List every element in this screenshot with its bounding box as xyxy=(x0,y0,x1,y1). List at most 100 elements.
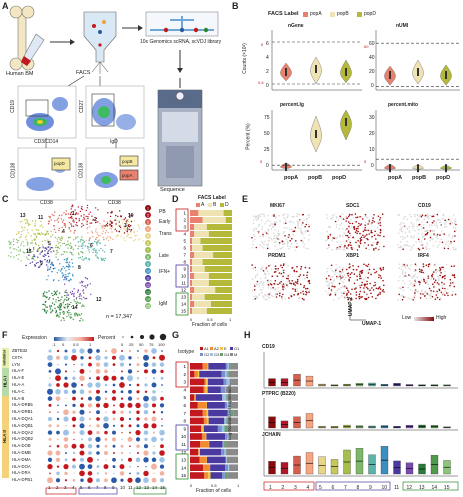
e-cell xyxy=(272,225,274,228)
umap-cell xyxy=(48,290,50,292)
e-cell xyxy=(444,223,446,226)
e-cell xyxy=(413,275,416,277)
e-cell xyxy=(402,289,405,292)
d-row-label: 10 xyxy=(181,274,187,279)
f-pct-tick-0: 0 xyxy=(121,342,124,347)
umap-cell xyxy=(109,224,111,226)
umap-cell xyxy=(65,289,67,292)
e-cell xyxy=(444,219,446,222)
gate-popb: popB xyxy=(122,159,133,164)
e-cell xyxy=(417,228,420,231)
umap-cell xyxy=(83,241,86,243)
umap-cell xyxy=(60,254,63,256)
f-dot xyxy=(47,463,53,470)
e-cell xyxy=(370,231,372,234)
e-cell xyxy=(282,214,284,216)
g-bar-segment xyxy=(225,433,228,440)
e-cell xyxy=(447,218,450,221)
e-cell xyxy=(253,235,256,238)
umap-cell xyxy=(65,261,67,264)
e-cell xyxy=(335,226,338,228)
e-cell xyxy=(352,265,354,267)
umap-cell xyxy=(54,220,56,222)
e-cell xyxy=(252,240,254,243)
umap-cell xyxy=(30,235,32,237)
umap-cell xyxy=(58,236,60,239)
f-group-inhibitor-bar xyxy=(2,348,9,368)
umap-cell xyxy=(73,221,75,223)
e-cell xyxy=(296,290,299,293)
umap-cell xyxy=(82,289,85,291)
e-cell xyxy=(416,214,419,216)
e-cell xyxy=(356,216,359,218)
e-cell xyxy=(264,298,267,301)
c-legend-num: 6 xyxy=(147,242,149,246)
umap-cell xyxy=(86,204,89,207)
e-cell xyxy=(426,215,429,217)
g-bar-segment xyxy=(227,409,229,417)
c-legend-num: 9 xyxy=(147,263,149,267)
e-cell xyxy=(308,234,311,236)
e-cell xyxy=(330,264,333,267)
e-cell xyxy=(338,282,341,285)
f-dot xyxy=(72,451,76,455)
e-cell xyxy=(431,295,434,298)
umap-cell xyxy=(61,272,64,274)
umap-cell xyxy=(111,210,113,213)
e-cell xyxy=(291,267,294,269)
e-cell xyxy=(365,215,367,218)
umap-cell xyxy=(46,291,48,294)
umap-cell xyxy=(45,312,47,314)
f-dot xyxy=(137,465,139,468)
umap-cell xyxy=(57,246,60,249)
e-cell xyxy=(325,277,328,280)
umap-cell xyxy=(68,268,70,271)
b-x-popa: popA xyxy=(284,175,299,181)
umap-cell xyxy=(64,224,67,226)
f-dot xyxy=(56,383,60,387)
g-row-label: 6 xyxy=(183,403,186,408)
e-cell xyxy=(443,233,445,235)
b-tick-numi-0: 0 xyxy=(371,83,374,89)
umap-cell xyxy=(10,241,12,243)
umap-cell xyxy=(40,220,42,223)
e-cell xyxy=(406,244,409,247)
f-cluster-label: 4 xyxy=(72,485,75,490)
e-cell xyxy=(296,242,298,245)
g-bar-segment xyxy=(233,409,238,417)
f-dot xyxy=(56,471,60,476)
e-cell xyxy=(253,289,256,291)
e-cell xyxy=(280,247,282,250)
e-cell xyxy=(292,221,295,224)
umap-cell xyxy=(58,247,61,250)
e-cell xyxy=(426,281,428,283)
umap-cell xyxy=(28,247,31,249)
f-gene-label: HLA-DRB1 xyxy=(12,409,33,415)
f-dot xyxy=(111,477,117,484)
e-cell xyxy=(347,298,349,301)
d-bar-segment xyxy=(190,273,195,279)
umap-cell xyxy=(103,238,105,241)
e-cell xyxy=(404,244,407,247)
e-cell xyxy=(414,215,416,218)
e-cell xyxy=(364,235,366,237)
f-dot xyxy=(143,395,149,402)
umap-cell xyxy=(133,220,136,222)
e-cell xyxy=(275,237,278,240)
e-cell xyxy=(425,264,428,266)
e-cell xyxy=(294,290,297,292)
e-cell xyxy=(252,222,255,225)
e-cell xyxy=(418,219,420,221)
e-cell xyxy=(331,249,333,251)
d-bar-segment xyxy=(215,287,232,293)
e-cell xyxy=(430,221,433,224)
e-cell xyxy=(447,247,449,250)
umap-cell xyxy=(48,246,50,248)
f-dot xyxy=(128,417,132,421)
e-cell xyxy=(335,248,338,251)
e-cell xyxy=(447,294,449,297)
e-cell xyxy=(305,290,307,293)
e-cell xyxy=(273,223,275,225)
umap-cell xyxy=(32,247,35,249)
f-dot xyxy=(57,438,59,441)
